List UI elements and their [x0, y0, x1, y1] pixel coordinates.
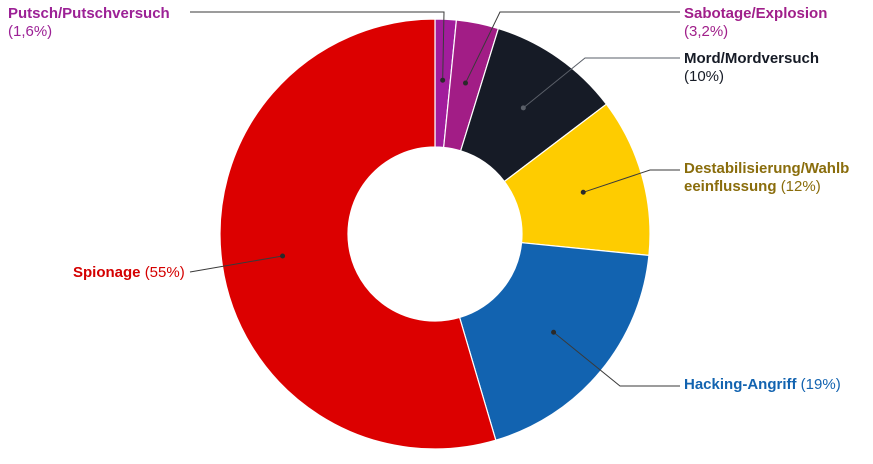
label-mord-pct: (10%) [684, 68, 725, 85]
label-spionage-name: Spionage [73, 264, 141, 281]
label-sabotage-pct: (3,2%) [684, 23, 729, 40]
label-hacking: Hacking-Angriff (19%) [684, 376, 841, 394]
leader-line-sabotage [463, 11, 680, 86]
slice-destabilisierung [503, 103, 651, 257]
label-mord: Mord/Mordversuch (10%) [684, 50, 819, 86]
label-putsch-name: Putsch/Putschversuch [8, 5, 170, 22]
label-spionage: Spionage (55%) [73, 264, 185, 282]
leader-line-spionage [189, 253, 286, 273]
leader-line-hacking [551, 329, 680, 387]
leader-line-putsch [190, 11, 446, 83]
label-destabilisierung-name-line2: eeinflussung [684, 178, 777, 195]
label-mord-name: Mord/Mordversuch [684, 50, 820, 67]
slice-hacking [458, 242, 650, 441]
label-hacking-pct: (19%) [800, 376, 841, 393]
label-destabilisierung-name-line1: Destabilisierung/Wahlb [684, 160, 850, 177]
label-sabotage-name: Sabotage/Explosion [684, 5, 828, 22]
label-destabilisierung: Destabilisierung/Wahlb eeinflussung (12%… [684, 160, 849, 196]
label-sabotage: Sabotage/Explosion (3,2%) [684, 5, 827, 41]
leader-line-destabilisierung [580, 169, 680, 195]
leader-line-mord [520, 57, 680, 111]
label-destabilisierung-pct: (12%) [780, 178, 821, 195]
label-spionage-pct: (55%) [144, 264, 185, 281]
slice-spionage [219, 18, 497, 450]
label-putsch-pct: (1,6%) [8, 23, 53, 40]
label-putsch: Putsch/Putschversuch (1,6%) [8, 5, 170, 41]
label-hacking-name: Hacking-Angriff [684, 376, 797, 393]
